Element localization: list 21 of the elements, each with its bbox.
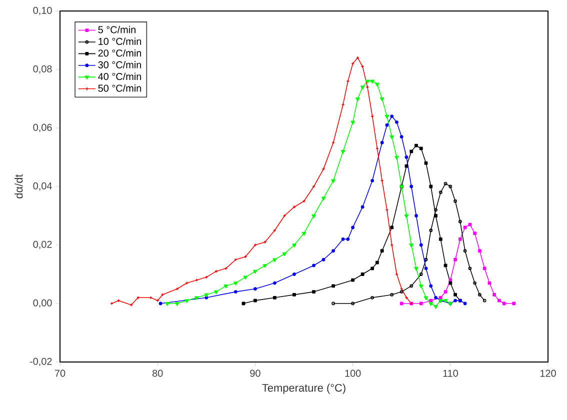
legend-label: 30 °C/min [98, 61, 142, 68]
y-tick-label: 0,08 [33, 65, 52, 74]
legend-label: 5 °C/min [98, 26, 136, 34]
y-tick-label: 0,04 [33, 182, 52, 191]
y-tick-label: 0,00 [33, 299, 52, 308]
legend-label: 10 °C/min [98, 38, 142, 45]
y-tick-label: 0,10 [33, 6, 52, 16]
x-tick-label: 120 [540, 370, 556, 377]
x-tick-label: 100 [345, 370, 361, 377]
x-axis-title: Temperature (°C) [262, 384, 346, 394]
x-tick-label: 80 [152, 370, 163, 377]
x-tick-label: 110 [443, 370, 458, 377]
x-tick-label: 90 [250, 370, 260, 377]
x-tick-label: 70 [54, 370, 66, 377]
legend-label: 40 °C/min [98, 72, 142, 80]
y-tick-label: -0,02 [30, 358, 52, 366]
y-axis-title: dα/dt [14, 174, 23, 198]
y-tick-label: 0,02 [33, 240, 52, 250]
y-tick-label: 0,06 [33, 124, 52, 132]
legend-label: 20 °C/min [98, 49, 142, 57]
legend-label: 50 °C/min [98, 84, 142, 92]
